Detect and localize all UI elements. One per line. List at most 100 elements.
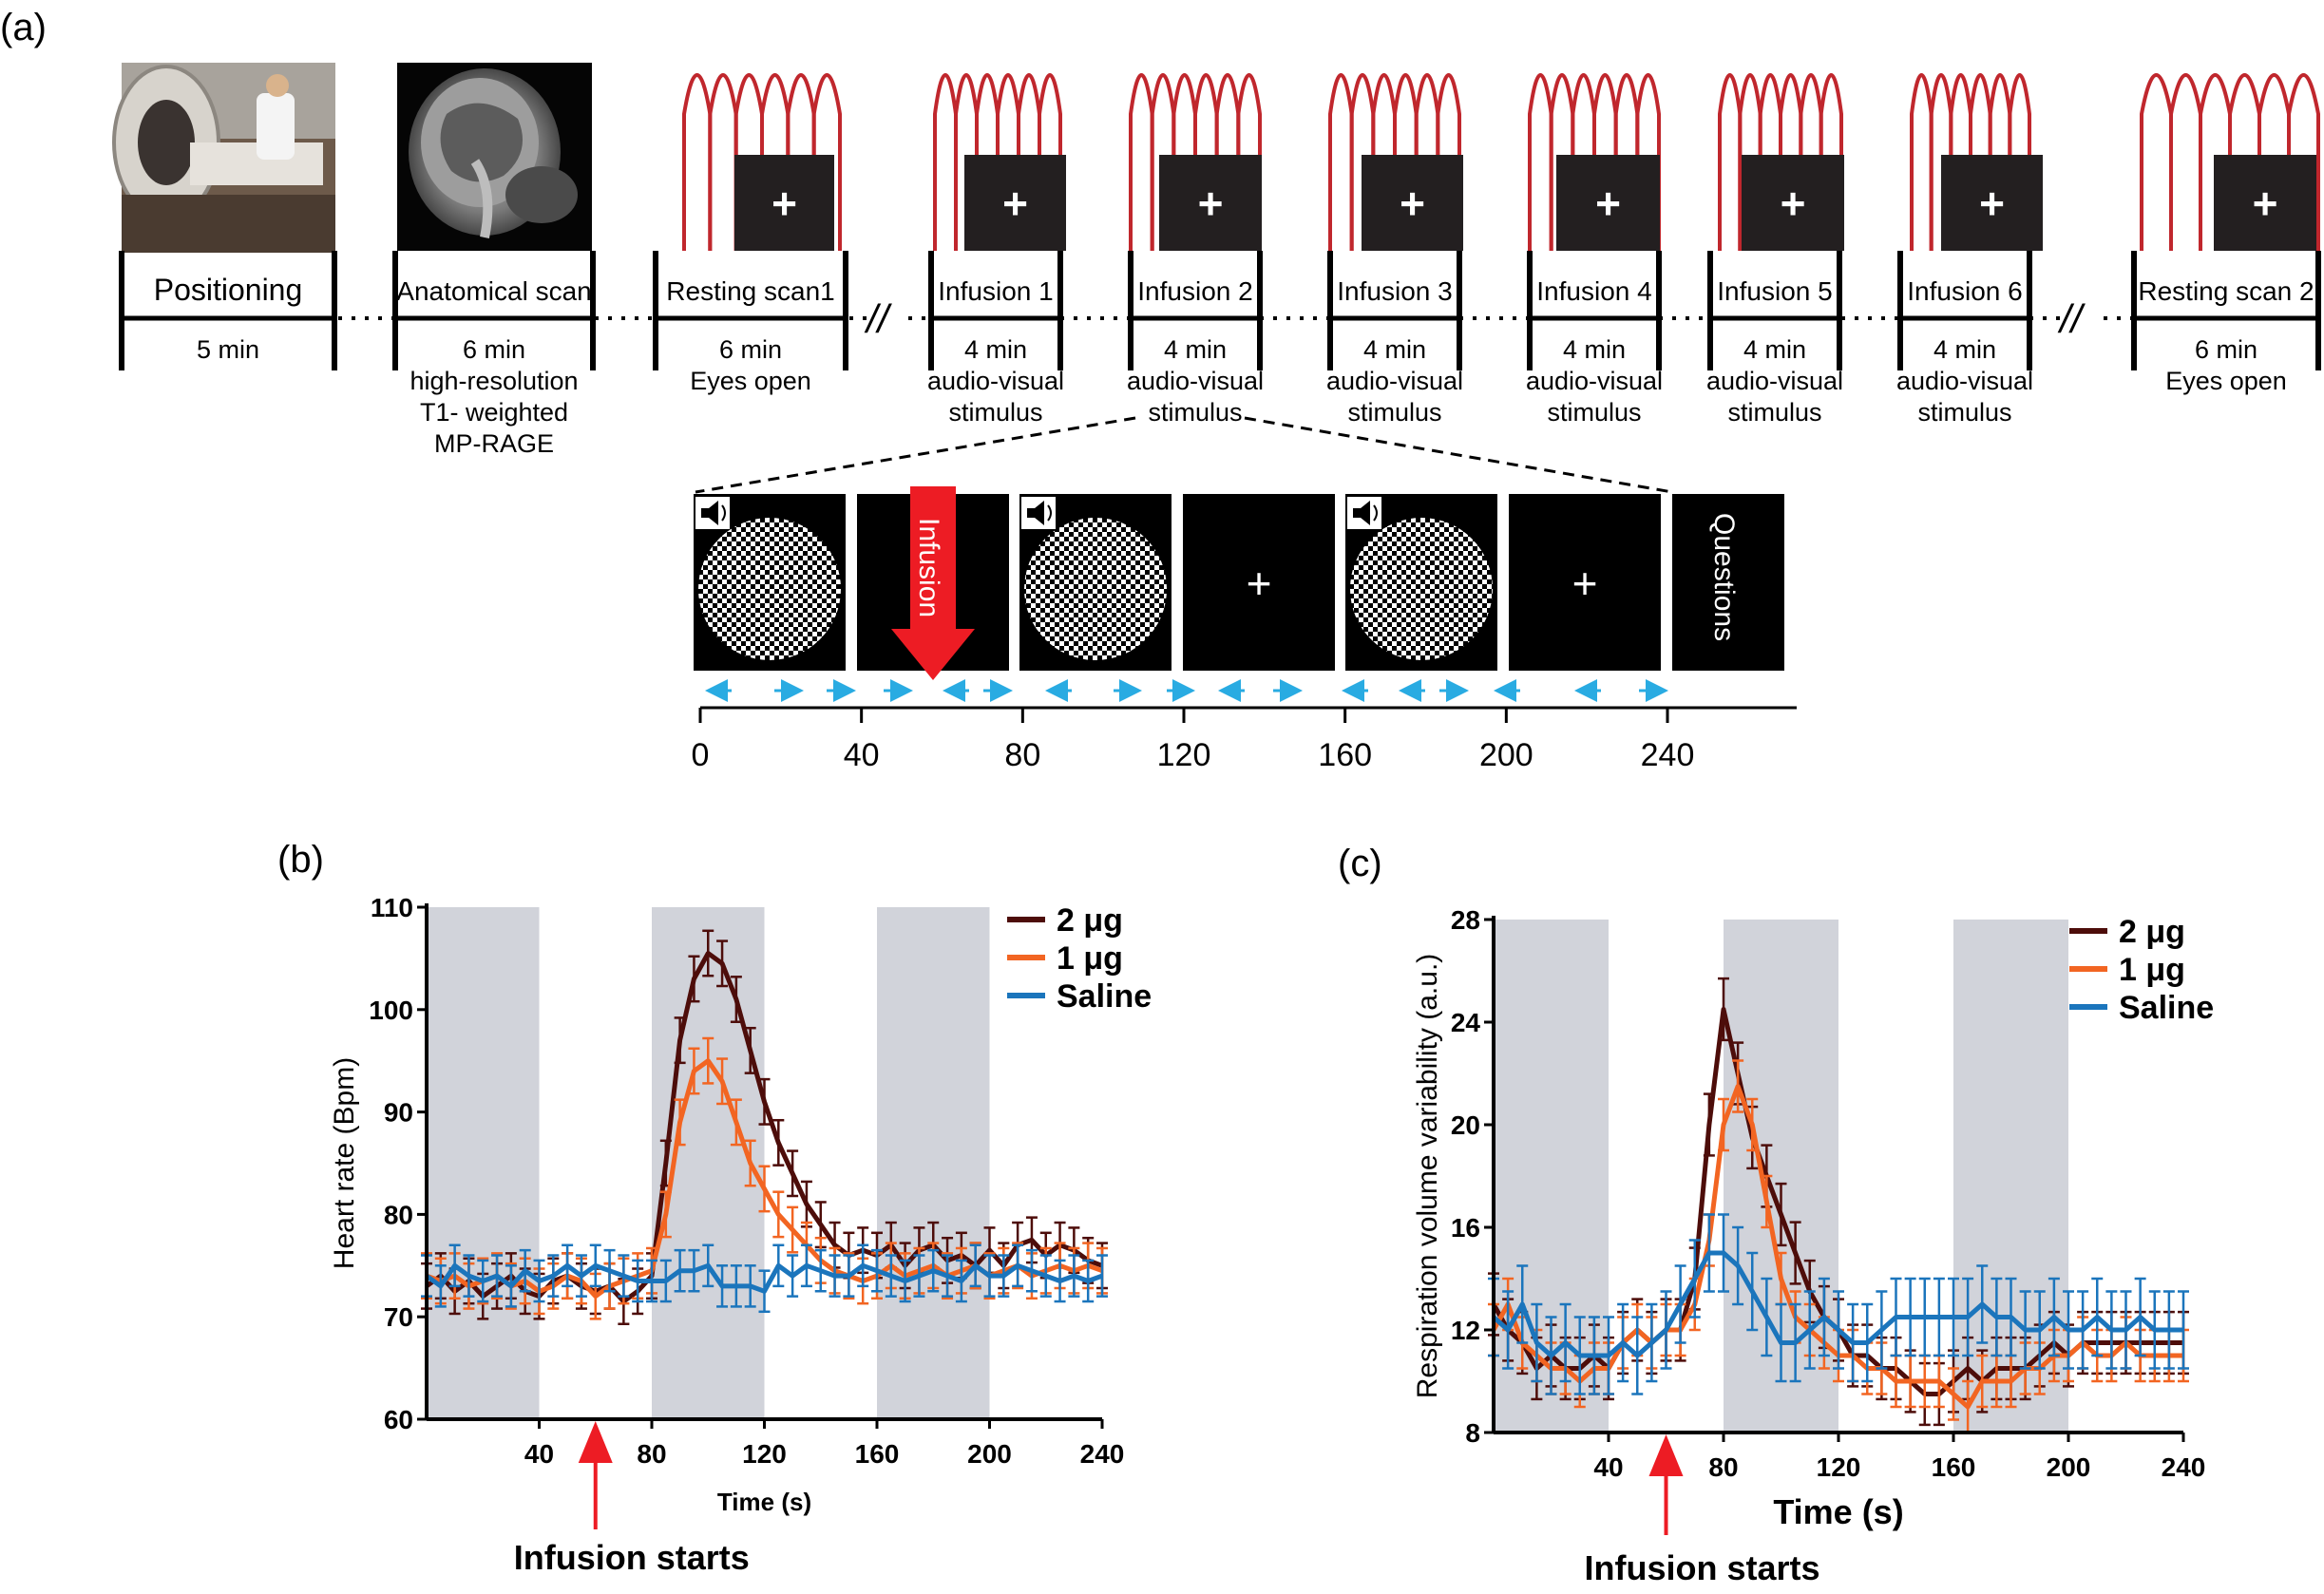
block-detail: audio-visual bbox=[1526, 367, 1663, 395]
legend-label: 2 μg bbox=[2119, 914, 2185, 950]
display-screen bbox=[734, 155, 834, 251]
block-detail: stimulus bbox=[1547, 398, 1641, 427]
respiration-chart: 8 12 16 20 24 28 40 80 120 160 200 240 Time (s) Respi… bbox=[1412, 905, 2214, 1587]
block-name: Anatomical scan bbox=[396, 276, 591, 306]
block-name: Positioning bbox=[154, 273, 303, 307]
coil-set-2: + bbox=[933, 73, 1066, 251]
timeline-tick-label: 200 bbox=[1479, 737, 1533, 773]
coil-arc bbox=[811, 73, 842, 251]
infusion-start-arrow-head bbox=[1648, 1434, 1684, 1476]
coil-arc bbox=[1150, 73, 1176, 251]
block-detail: audio-visual bbox=[1326, 367, 1463, 395]
block-name: Resting scan 2 bbox=[2138, 276, 2314, 306]
series-saline bbox=[1488, 1213, 2189, 1395]
x-tick-label: 80 bbox=[637, 1439, 666, 1469]
block-detail: audio-visual bbox=[1127, 367, 1264, 395]
block-positioning: Positioning 5 min bbox=[119, 251, 337, 370]
y-tick-label: 80 bbox=[384, 1200, 413, 1229]
block-detail: stimulus bbox=[1347, 398, 1441, 427]
block-detail: audio-visual bbox=[1896, 367, 2033, 395]
stimulus-shade bbox=[427, 907, 540, 1419]
coil-arc bbox=[1129, 73, 1154, 251]
panel-c-label: (c) bbox=[1338, 843, 1382, 884]
block-detail: T1- weighted bbox=[420, 398, 568, 427]
display-screen bbox=[2214, 155, 2316, 251]
stimulus-frame-questions: Questions bbox=[1672, 494, 1784, 671]
coil-arc bbox=[1718, 73, 1743, 251]
protocol-blocks: Positioning 5 min Anatomical scan 6 min high… bbox=[119, 251, 2321, 458]
block-name: Infusion 3 bbox=[1337, 276, 1452, 306]
coil-arc bbox=[1371, 73, 1397, 251]
questions-label: Questions bbox=[1708, 513, 1740, 641]
coil-set-8: + bbox=[2140, 73, 2320, 251]
x-tick-label: 40 bbox=[1593, 1452, 1623, 1482]
stimulus-shade bbox=[877, 907, 990, 1419]
stimulus-frame-6: + bbox=[1509, 494, 1661, 671]
zoom-lines bbox=[695, 416, 1673, 494]
block-detail: stimulus bbox=[1148, 398, 1242, 427]
fixation-cross: + bbox=[2253, 179, 2278, 228]
series-saline bbox=[421, 1243, 1108, 1314]
coil-arc bbox=[1214, 73, 1241, 251]
block-detail: stimulus bbox=[1727, 398, 1821, 427]
legend-label: 1 μg bbox=[2119, 952, 2185, 988]
fixation-cross-2: + bbox=[1572, 559, 1598, 608]
display-screen bbox=[1159, 155, 1262, 251]
block-infusion-2: Infusion 2 4 min audio-visual stimulus bbox=[1127, 251, 1264, 427]
stimulus-sequence: Infusion + + Questions bbox=[694, 486, 1784, 680]
timeline-tick-label: 40 bbox=[844, 737, 880, 773]
panel-b-label: (b) bbox=[277, 839, 324, 881]
panel-a-label: (a) bbox=[0, 7, 47, 48]
coil-arc bbox=[2140, 73, 2173, 251]
infusion-arrow-label: Infusion bbox=[913, 518, 944, 617]
block-infusion-4: Infusion 4 4 min audio-visual stimulus bbox=[1526, 251, 1663, 427]
coil-set-3: + bbox=[1129, 73, 1262, 251]
block-infusion-5: Infusion 5 4 min audio-visual stimulus bbox=[1706, 251, 1843, 427]
coil-arc bbox=[1528, 73, 1553, 251]
fixation-cross: + bbox=[1781, 179, 1806, 228]
block-detail: audio-visual bbox=[927, 367, 1064, 395]
block-name: Infusion 5 bbox=[1717, 276, 1832, 306]
fixation-cross: + bbox=[1198, 179, 1224, 228]
coil-arc bbox=[1393, 73, 1419, 251]
y-tick-label: 110 bbox=[371, 893, 413, 922]
coil-arc bbox=[1613, 73, 1640, 251]
block-detail: stimulus bbox=[1917, 398, 2011, 427]
x-tick-label: 240 bbox=[1080, 1439, 1125, 1469]
block-resting-scan1: Resting scan1 6 min Eyes open bbox=[653, 251, 848, 395]
x-tick-label: 120 bbox=[742, 1439, 787, 1469]
y-axis-label: Respiration volume variability (a.u.) bbox=[1412, 954, 1443, 1399]
coil-arc bbox=[1172, 73, 1197, 251]
x-axis-label: Time (s) bbox=[717, 1488, 811, 1516]
y-tick-label: 24 bbox=[1451, 1008, 1481, 1037]
stimulus-frame-1 bbox=[694, 494, 846, 671]
fixation-cross: + bbox=[1002, 179, 1028, 228]
display-screen bbox=[1941, 155, 2043, 251]
fixation-cross: + bbox=[1979, 179, 2005, 228]
coil-arc bbox=[682, 73, 713, 251]
display-screen bbox=[1556, 155, 1660, 251]
stimulus-frame-5 bbox=[1345, 494, 1497, 671]
coil-arc bbox=[1436, 73, 1461, 251]
x-tick-label: 200 bbox=[967, 1439, 1012, 1469]
x-tick-label: 160 bbox=[855, 1439, 900, 1469]
y-tick-label: 100 bbox=[369, 996, 413, 1025]
block-detail: 4 min bbox=[1563, 335, 1626, 364]
y-tick-label: 60 bbox=[384, 1405, 413, 1434]
block-infusion-6: Infusion 6 4 min audio-visual stimulus bbox=[1896, 251, 2033, 427]
display-screen bbox=[1362, 155, 1463, 251]
break-mark-2: // bbox=[2057, 296, 2086, 341]
block-anatomical-scan: Anatomical scan 6 min high-resolution T1- w… bbox=[392, 251, 596, 458]
infusion-start-label: Infusion starts bbox=[514, 1538, 750, 1577]
y-tick-label: 90 bbox=[384, 1098, 413, 1128]
timeline-tick-label: 80 bbox=[1004, 737, 1040, 773]
coil-arc bbox=[1635, 73, 1661, 251]
series-line bbox=[1492, 1250, 2183, 1358]
y-tick-label: 8 bbox=[1465, 1418, 1480, 1448]
coil-stimulus-graphics: + + + + + + + + bbox=[682, 73, 2320, 251]
positioning-photo bbox=[112, 63, 335, 253]
block-detail: 6 min bbox=[463, 335, 525, 364]
timeline-tick-label: 160 bbox=[1318, 737, 1372, 773]
timeline-tick-label: 120 bbox=[1157, 737, 1211, 773]
block-infusion-1: Infusion 1 4 min audio-visual stimulus bbox=[927, 251, 1064, 427]
